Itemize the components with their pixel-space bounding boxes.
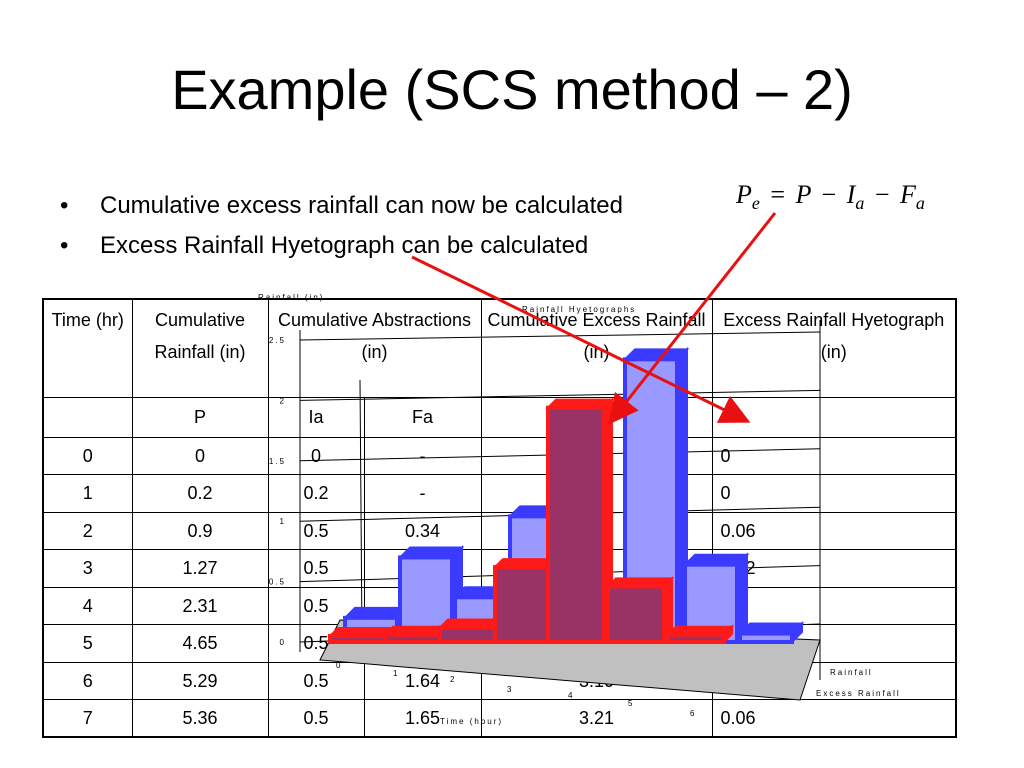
formula-p2: P xyxy=(795,180,811,209)
subheader-pe: Pe xyxy=(480,396,713,438)
cell-time: 3 xyxy=(42,549,133,588)
header-cum-rain: Cumulative Rainfall (in) xyxy=(131,298,269,398)
cell-p: 1.27 xyxy=(131,549,269,588)
subheader-p: P xyxy=(131,396,269,438)
cell-ia: 0.2 xyxy=(267,474,365,513)
cell-hyeto: 3 xyxy=(711,624,957,663)
formula-sub-a2: a xyxy=(915,193,925,214)
cell-pe xyxy=(480,549,713,588)
bullet-list: • Cumulative excess rainfall can now be c… xyxy=(60,186,623,266)
cell-p: 0 xyxy=(131,436,269,475)
formula-equals: = xyxy=(770,180,786,209)
formula-minus2: − xyxy=(874,180,890,209)
subheader-cell xyxy=(42,396,133,438)
bullet-text: Excess Rainfall Hyetograph can be calcul… xyxy=(100,232,589,259)
cell-time: 0 xyxy=(42,436,133,475)
cell-hyeto: 0.12 xyxy=(711,549,957,588)
cell-pe: 0 xyxy=(480,436,713,475)
cell-time: 6 xyxy=(42,661,133,700)
cell-hyeto xyxy=(711,661,957,700)
subheader-cell xyxy=(711,396,957,438)
bullet-text: Cumulative excess rainfall can now be ca… xyxy=(100,192,623,219)
formula-p: P xyxy=(736,180,752,209)
table-row: 6 5.29 0.5 1.64 3.10 xyxy=(42,661,957,700)
cell-p: 0.9 xyxy=(131,511,269,550)
cell-hyeto: 0.06 xyxy=(711,699,957,738)
cell-hyeto: 0 xyxy=(711,474,957,513)
table-row: 2 0.9 0.5 0.34 0.06 xyxy=(42,511,957,550)
data-table: Time (hr) Cumulative Rainfall (in) Cumul… xyxy=(42,298,957,738)
bullet-icon: • xyxy=(60,232,69,259)
cell-fa: - xyxy=(363,474,482,513)
cell-pe: 0 xyxy=(480,474,713,513)
table-row: 3 1.27 0.5 0.59 0.12 xyxy=(42,549,957,588)
formula-sub-e: e xyxy=(751,193,760,214)
cell-fa: - xyxy=(363,436,482,475)
formula-sub-a: a xyxy=(855,193,865,214)
formula: Pe = P − Ia − Fa xyxy=(736,180,925,214)
slide-title: Example (SCS method – 2) xyxy=(171,58,853,121)
table-row: 1 0.2 0.2-0 0 xyxy=(42,474,957,513)
cell-p: 4.65 xyxy=(131,624,269,663)
cell-ia: 0.5 xyxy=(267,586,365,625)
cell-p: 2.31 xyxy=(131,586,269,625)
formula-minus: − xyxy=(821,180,837,209)
bullet-icon: • xyxy=(60,192,69,219)
table-row: 7 5.36 0.5 1.65 3.21 0.06 xyxy=(42,699,957,738)
cell-fa xyxy=(363,586,482,625)
cell-hyeto: 3 xyxy=(711,586,957,625)
cell-ia: 0.5 xyxy=(267,699,365,738)
subheader-ia: Ia xyxy=(267,396,365,438)
cell-fa: 1.64 xyxy=(363,661,482,700)
header-excess-hyeto: Excess Rainfall Hyetograph (in) xyxy=(711,298,957,398)
cell-hyeto: 0 xyxy=(711,436,957,475)
cell-fa: 1.65 xyxy=(363,699,482,738)
bullet-item: • Excess Rainfall Hyetograph can be calcu… xyxy=(60,226,623,266)
header-cum-abs: Cumulative Abstractions (in) xyxy=(267,298,482,398)
cell-p: 5.36 xyxy=(131,699,269,738)
cell-time: 4 xyxy=(42,586,133,625)
formula-i: I xyxy=(846,180,856,209)
subheader-row: P Ia Fa Pe xyxy=(42,396,957,438)
cell-fa xyxy=(363,624,482,663)
cell-pe xyxy=(480,586,713,625)
header-time: Time (hr) xyxy=(42,298,133,398)
cell-pe: 3.21 xyxy=(480,699,713,738)
cell-ia: 0.5 xyxy=(267,511,365,550)
header-cum-excess: Cumulative Excess Rainfall (in) xyxy=(480,298,713,398)
cell-pe xyxy=(480,624,713,663)
cell-hyeto: 0.06 xyxy=(711,511,957,550)
formula-f: F xyxy=(900,180,916,209)
cell-pe: 3.10 xyxy=(480,661,713,700)
cell-fa: 0.59 xyxy=(363,549,482,588)
cell-pe xyxy=(480,511,713,550)
cell-p: 5.29 xyxy=(131,661,269,700)
cell-time: 1 xyxy=(42,474,133,513)
cell-time: 5 xyxy=(42,624,133,663)
bullet-item: • Cumulative excess rainfall can now be c… xyxy=(60,186,623,226)
cell-time: 2 xyxy=(42,511,133,550)
header-row: Time (hr) Cumulative Rainfall (in) Cumul… xyxy=(42,298,957,398)
table-row: 4 2.31 0.5 3 xyxy=(42,586,957,625)
cell-ia: 0.5 xyxy=(267,549,365,588)
subheader-fa: Fa xyxy=(363,396,482,438)
cell-p: 0.2 xyxy=(131,474,269,513)
cell-time: 7 xyxy=(42,699,133,738)
cell-fa: 0.34 xyxy=(363,511,482,550)
cell-ia: 0 xyxy=(267,436,365,475)
table-row: 5 4.65 0.5 3 xyxy=(42,624,957,663)
cell-ia: 0.5 xyxy=(267,661,365,700)
table-body: 0 0 0-0 0 1 0.2 0.2-0 0 2 0.9 0.5 0.34 0.06 3 1.27 0.5 0… xyxy=(42,436,957,738)
cell-ia: 0.5 xyxy=(267,624,365,663)
